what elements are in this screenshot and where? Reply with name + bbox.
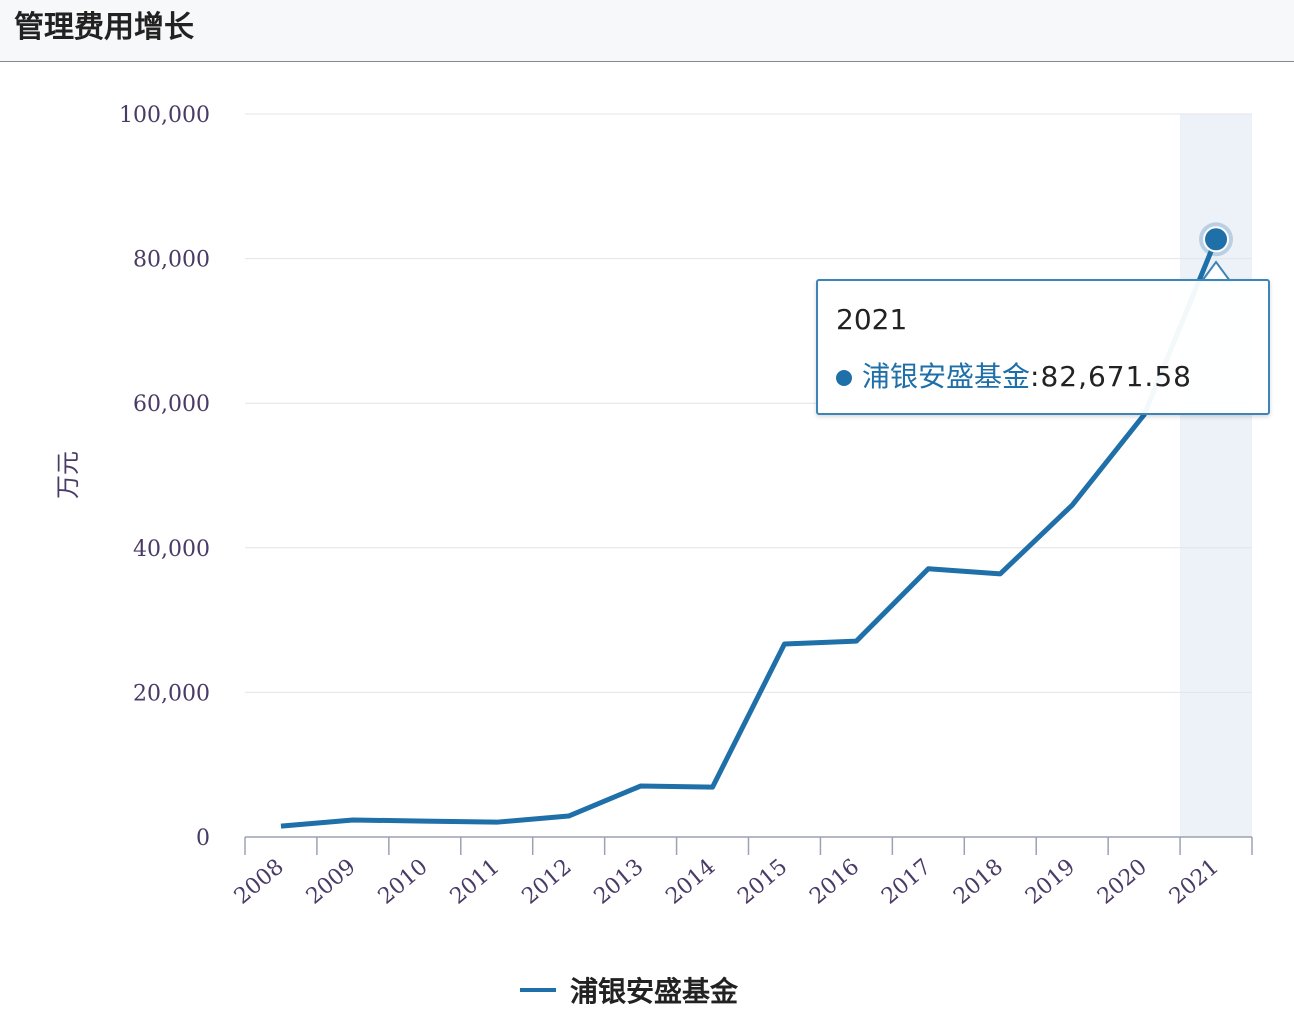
x-tick-label: 2020 — [1093, 854, 1152, 909]
tooltip-value: :82,671.58 — [1030, 360, 1192, 393]
y-axis-label: 万元 — [54, 451, 82, 499]
x-tick-label: 2018 — [949, 854, 1008, 909]
series-line — [280, 238, 1219, 829]
header — [0, 0, 1294, 61]
x-tick-label: 2017 — [877, 854, 936, 909]
x-tick-label: 2009 — [302, 854, 361, 909]
x-tick-label: 2012 — [518, 854, 577, 909]
legend-line-icon — [520, 988, 556, 992]
legend-label: 浦银安盛基金 — [570, 975, 739, 1008]
y-tick-label: 60,000 — [133, 392, 210, 417]
tooltip-year: 2021 — [836, 303, 908, 336]
x-tick-label: 2015 — [733, 854, 792, 909]
chart-title: 管理费用增长 — [14, 10, 194, 45]
y-tick-label: 40,000 — [133, 537, 210, 562]
y-tick-label: 20,000 — [133, 681, 210, 706]
x-tick-label: 2016 — [805, 854, 864, 909]
data-point — [1203, 226, 1230, 253]
x-tick-label: 2021 — [1165, 854, 1224, 909]
x-tick-label: 2011 — [446, 854, 505, 909]
legend-item[interactable]: 浦银安盛基金 — [520, 970, 738, 1010]
x-tick-label: 2014 — [661, 854, 720, 909]
tooltip: 2021 浦银安盛基金:82,671.58 — [816, 279, 1270, 415]
x-tick-label: 2008 — [230, 854, 289, 909]
x-tick-label: 2013 — [589, 854, 648, 909]
x-tick-label: 2019 — [1021, 854, 1080, 909]
y-tick-label: 100,000 — [119, 103, 210, 128]
y-tick-label: 0 — [196, 826, 210, 851]
tooltip-row: 浦银安盛基金:82,671.58 — [836, 355, 1192, 395]
divider — [0, 61, 1294, 62]
y-tick-label: 80,000 — [133, 248, 210, 273]
series-dot-icon — [836, 370, 852, 386]
tooltip-series-name: 浦银安盛基金 — [862, 360, 1031, 393]
x-tick-label: 2010 — [374, 854, 433, 909]
